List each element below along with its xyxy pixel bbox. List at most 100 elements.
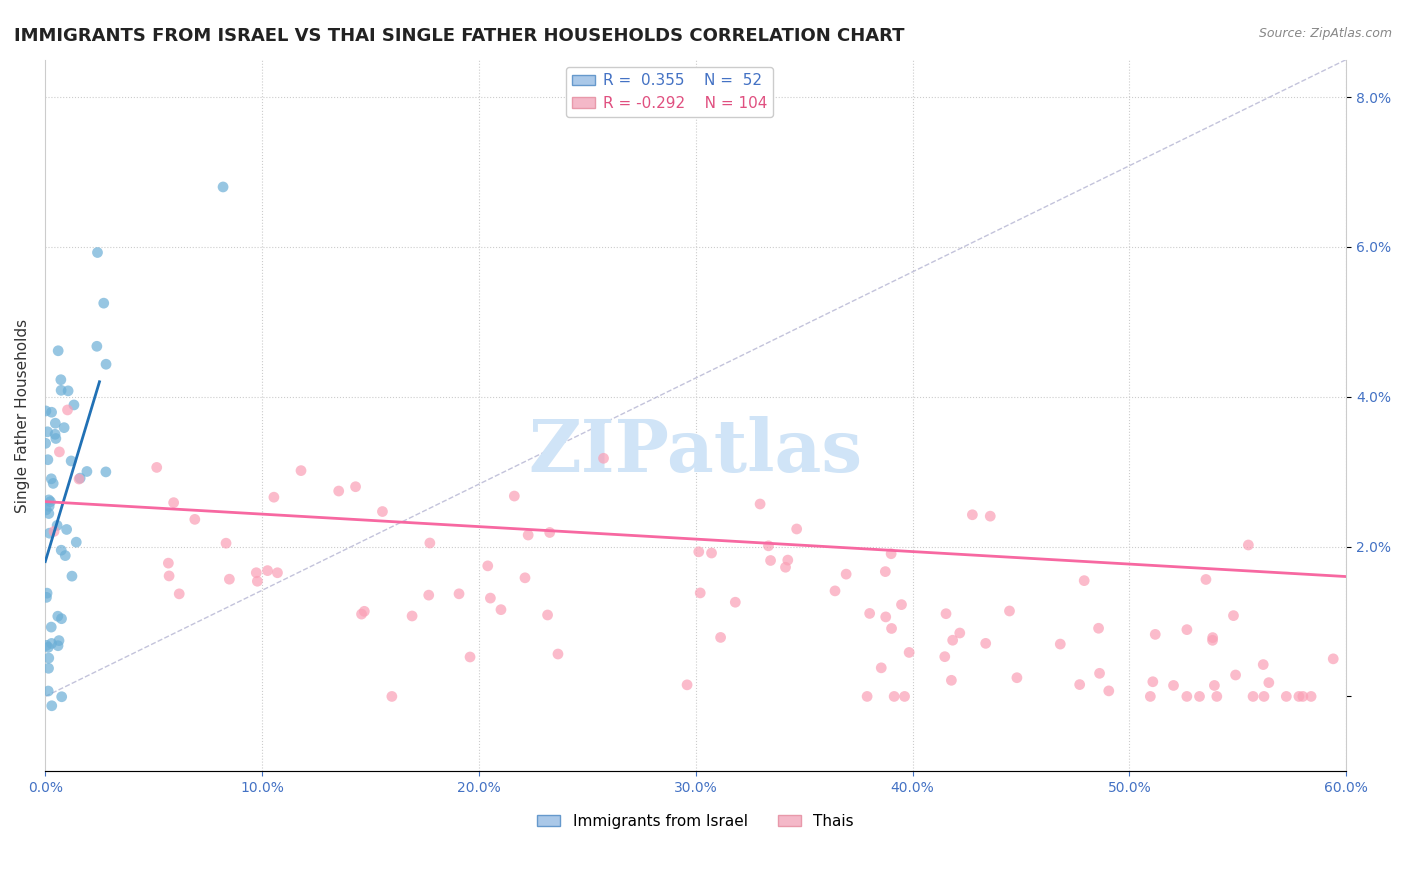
Thais	[290, 464, 312, 478]
Immigrants from Israel	[35, 586, 58, 600]
Thais	[870, 661, 893, 675]
Thais	[759, 553, 782, 567]
Thais	[942, 633, 965, 648]
Thais	[824, 583, 846, 598]
Thais	[1069, 677, 1091, 691]
Immigrants from Israel	[60, 569, 83, 583]
Thais	[893, 690, 915, 704]
Text: Source: ZipAtlas.com: Source: ZipAtlas.com	[1258, 27, 1392, 40]
Thais	[1301, 690, 1323, 704]
Immigrants from Israel	[212, 180, 235, 194]
Thais	[184, 512, 207, 526]
Immigrants from Israel	[63, 398, 86, 412]
Thais	[1098, 684, 1121, 698]
Immigrants from Israel	[51, 543, 73, 558]
Immigrants from Israel	[49, 373, 72, 387]
Thais	[880, 547, 903, 561]
Thais	[167, 587, 190, 601]
Thais	[776, 553, 799, 567]
Thais	[949, 626, 972, 640]
Immigrants from Israel	[55, 523, 77, 537]
Thais	[749, 497, 772, 511]
Immigrants from Israel	[53, 420, 76, 434]
Immigrants from Israel	[69, 471, 91, 485]
Thais	[517, 528, 540, 542]
Thais	[1225, 668, 1247, 682]
Text: ZIPatlas: ZIPatlas	[529, 416, 863, 486]
Thais	[1205, 690, 1227, 704]
Thais	[42, 524, 65, 539]
Thais	[1237, 538, 1260, 552]
Thais	[856, 690, 879, 704]
Y-axis label: Single Father Households: Single Father Households	[15, 318, 30, 513]
Immigrants from Israel	[51, 612, 73, 626]
Thais	[1073, 574, 1095, 588]
Thais	[1322, 652, 1344, 666]
Immigrants from Israel	[38, 526, 60, 541]
Immigrants from Israel	[38, 651, 60, 665]
Thais	[1163, 678, 1185, 692]
Immigrants from Israel	[44, 427, 66, 442]
Thais	[477, 558, 499, 573]
Thais	[1201, 633, 1223, 648]
Immigrants from Israel	[46, 609, 69, 624]
Immigrants from Israel	[35, 404, 58, 418]
Immigrants from Israel	[37, 640, 59, 655]
Thais	[724, 595, 747, 609]
Thais	[56, 403, 79, 417]
Thais	[1005, 671, 1028, 685]
Immigrants from Israel	[56, 384, 79, 398]
Thais	[935, 607, 957, 621]
Thais	[381, 690, 404, 704]
Thais	[962, 508, 984, 522]
Immigrants from Israel	[86, 245, 108, 260]
Thais	[1253, 690, 1275, 704]
Thais	[344, 480, 367, 494]
Immigrants from Israel	[37, 425, 59, 439]
Thais	[998, 604, 1021, 618]
Thais	[890, 598, 912, 612]
Thais	[934, 649, 956, 664]
Thais	[48, 445, 70, 459]
Immigrants from Israel	[34, 436, 56, 450]
Immigrants from Israel	[60, 454, 83, 468]
Thais	[835, 567, 858, 582]
Immigrants from Israel	[41, 698, 63, 713]
Immigrants from Israel	[94, 357, 117, 371]
Thais	[880, 622, 903, 636]
Thais	[875, 610, 897, 624]
Legend: Immigrants from Israel, Thais: Immigrants from Israel, Thais	[531, 807, 860, 835]
Thais	[218, 572, 240, 586]
Immigrants from Israel	[86, 339, 108, 353]
Thais	[689, 586, 711, 600]
Immigrants from Israel	[35, 638, 58, 652]
Thais	[1087, 621, 1109, 635]
Thais	[1175, 690, 1198, 704]
Immigrants from Israel	[94, 465, 117, 479]
Thais	[503, 489, 526, 503]
Immigrants from Israel	[46, 518, 69, 533]
Thais	[479, 591, 502, 606]
Thais	[700, 546, 723, 560]
Thais	[547, 647, 569, 661]
Immigrants from Israel	[41, 636, 63, 650]
Thais	[1251, 657, 1274, 672]
Thais	[328, 483, 350, 498]
Thais	[974, 636, 997, 650]
Thais	[1049, 637, 1071, 651]
Thais	[419, 536, 441, 550]
Thais	[350, 607, 373, 621]
Thais	[447, 587, 470, 601]
Thais	[758, 539, 780, 553]
Text: IMMIGRANTS FROM ISRAEL VS THAI SINGLE FATHER HOUSEHOLDS CORRELATION CHART: IMMIGRANTS FROM ISRAEL VS THAI SINGLE FA…	[14, 27, 904, 45]
Immigrants from Israel	[41, 405, 63, 419]
Immigrants from Israel	[49, 384, 72, 398]
Immigrants from Israel	[38, 661, 60, 675]
Immigrants from Israel	[44, 416, 66, 430]
Thais	[883, 690, 905, 704]
Thais	[1241, 690, 1264, 704]
Thais	[536, 607, 558, 622]
Thais	[592, 451, 614, 466]
Immigrants from Israel	[42, 476, 65, 491]
Thais	[489, 602, 512, 616]
